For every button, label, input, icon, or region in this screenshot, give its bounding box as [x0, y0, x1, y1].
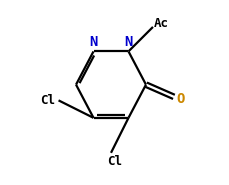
Text: Cl: Cl [107, 155, 122, 168]
Text: Ac: Ac [154, 17, 169, 30]
Text: Cl: Cl [41, 94, 56, 107]
Text: N: N [124, 35, 133, 49]
Text: N: N [89, 35, 98, 49]
Text: O: O [177, 92, 185, 106]
